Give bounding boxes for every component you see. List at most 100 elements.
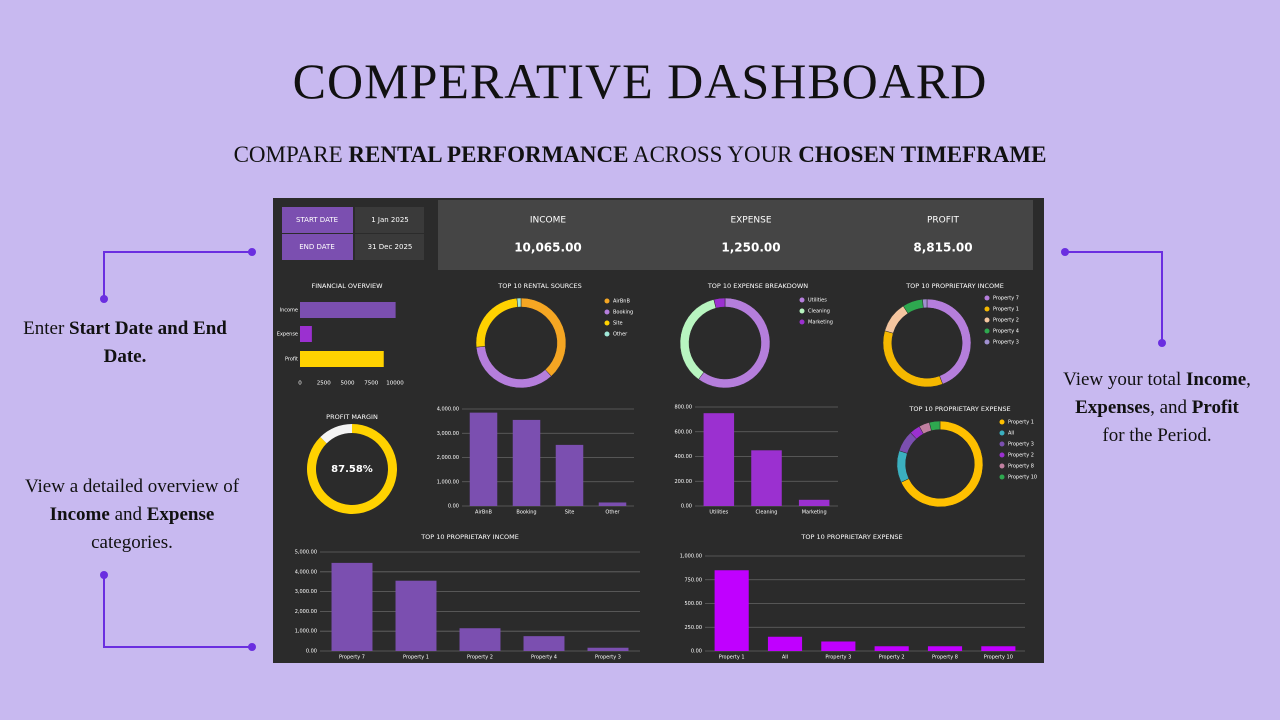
text-segment: ACROSS YOUR — [628, 142, 799, 167]
x-tick-label: 2500 — [317, 381, 331, 387]
legend-label: Property 4 — [993, 329, 1019, 335]
legend-swatch — [799, 308, 805, 314]
x-tick-label: 5000 — [341, 381, 355, 387]
page-title: COMPERATIVE DASHBOARD — [292, 53, 988, 109]
connectors — [103, 251, 1163, 648]
legend-swatch — [999, 430, 1005, 436]
legend-label: Cleaning — [808, 309, 830, 315]
bar — [459, 628, 501, 651]
legend-label: Other — [613, 332, 628, 338]
y-tick-label: 600.00 — [675, 429, 693, 435]
legend-label: Property 3 — [993, 340, 1019, 346]
legend-label: Marketing — [808, 320, 833, 326]
legend-label: AirBnB — [613, 299, 630, 305]
legend-label: All — [1008, 431, 1014, 437]
category-label: Income — [280, 308, 298, 314]
text-segment: for the Period. — [1102, 425, 1212, 446]
legend-label: Property 3 — [1008, 442, 1034, 448]
bar — [523, 636, 565, 651]
bar — [714, 570, 749, 651]
bar — [587, 647, 629, 651]
legend-swatch — [984, 295, 990, 301]
x-tick-label: AirBnB — [475, 510, 492, 516]
date-label-cell — [282, 207, 353, 233]
text-segment: CHOSEN TIMEFRAME — [798, 142, 1047, 167]
legend-label: Property 10 — [1008, 475, 1037, 481]
bar — [874, 646, 909, 651]
dot — [1158, 339, 1166, 347]
text-segment: categories. — [91, 532, 173, 553]
bar — [767, 636, 803, 651]
x-tick-label: Utilities — [709, 510, 728, 516]
y-tick-label: 250.00 — [685, 625, 703, 631]
y-tick-label: 1,000.00 — [295, 629, 317, 635]
kpi-label: INCOME — [530, 216, 567, 226]
legend-label: Utilities — [808, 298, 827, 304]
y-tick-label: 0.00 — [448, 504, 459, 510]
x-tick-label: 10000 — [386, 381, 404, 387]
text-segment: , and — [1150, 397, 1192, 418]
chart-title: TOP 10 PROPRIETARY EXPENSE — [908, 405, 1010, 413]
chart-title: FINANCIAL OVERVIEW — [311, 282, 383, 290]
chart-title: TOP 10 EXPENSE BREAKDOWN — [707, 282, 808, 290]
bar — [331, 562, 373, 651]
legend-swatch — [604, 331, 610, 337]
y-tick-label: 0.00 — [306, 649, 317, 655]
dot — [100, 571, 108, 579]
text-segment: Profit — [1191, 397, 1239, 418]
kpi-value: 1,250.00 — [721, 241, 780, 255]
bar — [300, 302, 396, 318]
legend-swatch — [999, 474, 1005, 480]
bar — [821, 641, 856, 651]
y-tick-label: 0.00 — [681, 504, 692, 510]
text-segment: Enter — [23, 318, 70, 339]
chart-title: TOP 10 PROPRIETARY INCOME — [420, 533, 519, 541]
text-segment: View a detailed overview of — [24, 476, 240, 497]
gauge-value: 87.58% — [331, 464, 373, 475]
x-tick-label: Other — [605, 510, 620, 516]
y-tick-label: 5,000.00 — [295, 550, 317, 556]
legend-swatch — [604, 309, 610, 315]
x-tick-label: Property 3 — [825, 655, 851, 661]
bar — [927, 646, 963, 651]
text-segment: Income — [49, 504, 110, 525]
x-tick-label: Property 10 — [984, 655, 1013, 661]
y-tick-label: 750.00 — [685, 577, 703, 583]
dot — [248, 248, 256, 256]
legend-swatch — [984, 328, 990, 334]
date-value-cell — [355, 234, 424, 260]
bar — [555, 444, 584, 506]
callout: View your total Income, Expenses, and Pr… — [1062, 366, 1252, 450]
y-tick-label: 1,000.00 — [437, 479, 459, 485]
y-tick-label: 500.00 — [685, 601, 703, 607]
y-tick-label: 200.00 — [675, 479, 693, 485]
y-tick-label: 800.00 — [675, 405, 693, 411]
chart-title: TOP 10 PROPRIETARY EXPENSE — [800, 533, 902, 541]
text-segment: Expense — [146, 504, 215, 525]
y-tick-label: 4,000.00 — [295, 569, 317, 575]
text-segment: Income — [1185, 369, 1247, 390]
x-tick-label: 0 — [298, 381, 302, 387]
y-tick-label: 4,000.00 — [437, 407, 459, 413]
date-value: 31 Dec 2025 — [368, 243, 413, 251]
x-tick-label: Property 4 — [531, 655, 557, 661]
text-segment: , — [1246, 369, 1251, 390]
legend-swatch — [984, 317, 990, 323]
connector-dots — [100, 248, 1166, 651]
y-tick-label: 3,000.00 — [437, 431, 459, 437]
text-segment: and — [109, 504, 147, 525]
y-tick-label: 3,000.00 — [295, 589, 317, 595]
legend-label: Property 1 — [1008, 420, 1034, 426]
legend-swatch — [999, 463, 1005, 469]
x-tick-label: Property 8 — [932, 655, 958, 661]
y-tick-label: 2,000.00 — [437, 455, 459, 461]
x-tick-label: 7500 — [364, 381, 378, 387]
legend-label: Property 7 — [993, 296, 1019, 302]
x-tick-label: Marketing — [802, 510, 827, 516]
subtitle: COMPARE RENTAL PERFORMANCE ACROSS YOUR C… — [0, 142, 1280, 168]
bar — [703, 413, 735, 506]
kpi-panel — [438, 200, 1033, 270]
chart-title: TOP 10 RENTAL SOURCES — [497, 282, 581, 290]
text-segment: RENTAL PERFORMANCE — [348, 142, 629, 167]
bar — [395, 580, 437, 651]
